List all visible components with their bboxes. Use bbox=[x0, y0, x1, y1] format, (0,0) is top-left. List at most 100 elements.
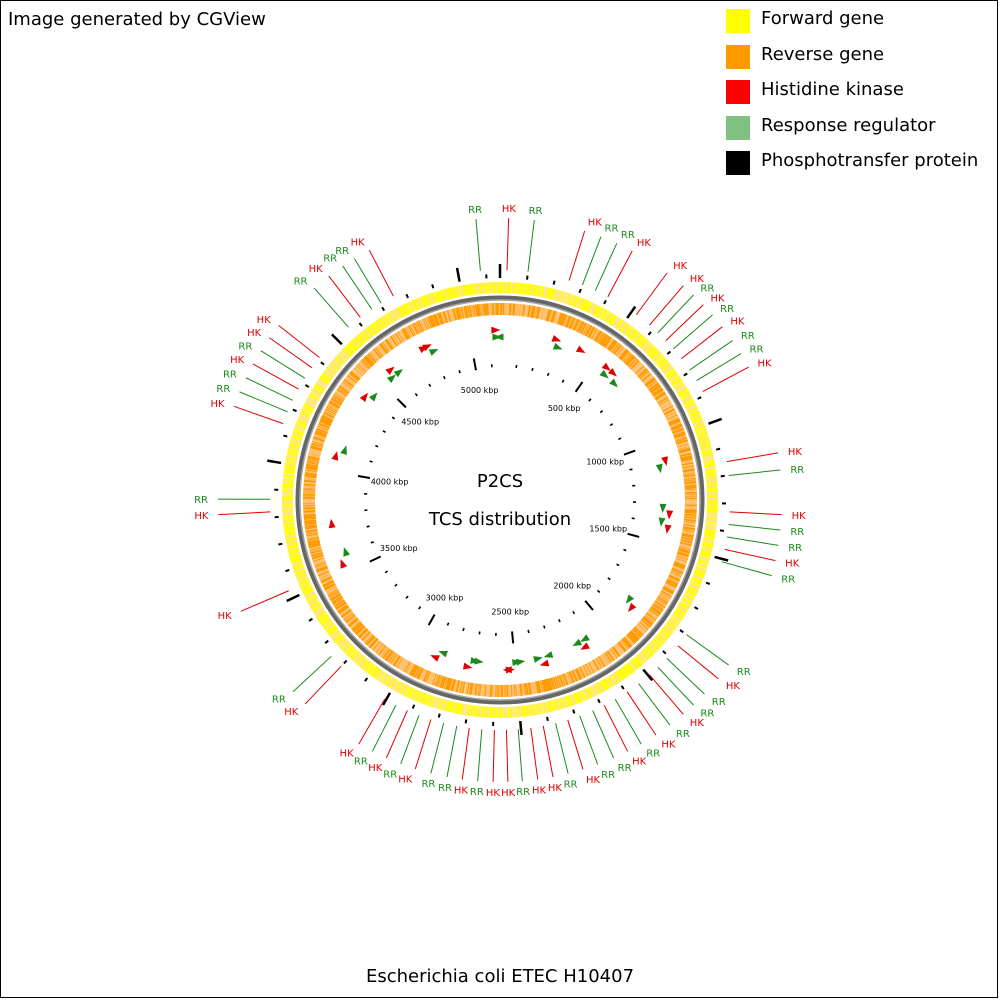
reverse-gene-mark bbox=[303, 507, 316, 510]
reverse-gene-mark bbox=[485, 684, 488, 697]
reverse-gene-mark bbox=[676, 441, 689, 446]
ruler-tick bbox=[428, 383, 432, 387]
reverse-gene-mark bbox=[360, 630, 371, 641]
reverse-gene-mark bbox=[671, 426, 684, 433]
reverse-gene-mark bbox=[660, 591, 672, 599]
forward-gene-mark bbox=[618, 321, 626, 332]
forward-gene-mark bbox=[456, 286, 461, 298]
forward-gene-mark bbox=[643, 343, 653, 353]
forward-gene-mark bbox=[483, 282, 487, 294]
forward-gene-mark bbox=[706, 484, 718, 487]
reverse-gene-mark bbox=[681, 463, 694, 467]
reverse-gene-mark bbox=[530, 682, 534, 695]
forward-gene-mark bbox=[548, 700, 553, 712]
forward-gene-mark bbox=[304, 403, 315, 410]
reverse-gene-mark bbox=[311, 554, 324, 559]
forward-gene-mark bbox=[586, 687, 593, 699]
response-regulator-marker bbox=[386, 374, 396, 384]
forward-gene-mark bbox=[670, 375, 680, 384]
reverse-gene-mark bbox=[562, 314, 568, 327]
reverse-gene-mark bbox=[680, 539, 693, 544]
forward-gene-mark bbox=[363, 661, 372, 671]
histidine-kinase-marker bbox=[328, 518, 336, 529]
reverse-gene-mark bbox=[521, 683, 525, 696]
reverse-gene-mark bbox=[315, 565, 328, 572]
callout-leader bbox=[252, 363, 299, 390]
forward-gene-mark bbox=[379, 672, 387, 683]
reverse-gene-mark bbox=[522, 683, 525, 696]
reverse-gene-mark bbox=[362, 632, 372, 642]
forward-gene-mark bbox=[286, 539, 298, 543]
callout-leader bbox=[689, 340, 733, 371]
reverse-gene-mark bbox=[326, 404, 338, 412]
ruler-tick bbox=[546, 372, 550, 377]
forward-gene-mark bbox=[672, 612, 683, 620]
reverse-gene-mark bbox=[414, 322, 421, 334]
forward-gene-mark bbox=[328, 364, 339, 373]
forward-gene-mark bbox=[627, 662, 636, 672]
forward-gene-mark bbox=[441, 289, 446, 301]
forward-gene-mark bbox=[407, 687, 414, 699]
forward-gene-mark bbox=[659, 361, 670, 370]
forward-gene-mark bbox=[482, 706, 485, 718]
reverse-gene-mark bbox=[351, 369, 362, 379]
reverse-gene-mark bbox=[683, 521, 696, 524]
forward-gene-mark bbox=[366, 663, 375, 674]
reverse-gene-mark bbox=[366, 635, 376, 646]
reverse-gene-mark bbox=[304, 522, 317, 526]
forward-gene-mark bbox=[430, 293, 435, 304]
forward-gene-mark bbox=[665, 623, 675, 632]
reverse-gene-mark bbox=[342, 610, 353, 619]
reverse-gene-mark bbox=[516, 303, 520, 316]
ruler-tick bbox=[574, 381, 584, 393]
reverse-gene-mark bbox=[601, 653, 610, 665]
forward-gene-mark bbox=[706, 485, 718, 488]
forward-gene-mark bbox=[301, 407, 313, 414]
histidine-kinase-marker bbox=[491, 326, 501, 334]
reverse-gene-mark bbox=[586, 663, 593, 675]
reverse-gene-mark bbox=[325, 408, 337, 415]
forward-gene-mark bbox=[600, 309, 607, 320]
ruler-tick bbox=[369, 555, 382, 563]
forward-gene-mark bbox=[323, 621, 334, 630]
ruler-label: 4500 kbp bbox=[401, 417, 439, 426]
reverse-gene-mark bbox=[682, 467, 695, 471]
reverse-gene-mark bbox=[539, 307, 544, 320]
reverse-gene-mark bbox=[644, 614, 655, 624]
forward-gene-mark bbox=[283, 522, 295, 526]
forward-gene-mark bbox=[377, 318, 386, 329]
forward-gene-mark bbox=[705, 472, 717, 476]
forward-gene-mark bbox=[685, 402, 696, 409]
forward-gene-mark bbox=[453, 702, 457, 714]
forward-gene-mark bbox=[678, 604, 689, 611]
forward-gene-mark bbox=[461, 703, 465, 715]
forward-gene-mark bbox=[686, 587, 698, 594]
forward-gene-mark bbox=[282, 510, 294, 513]
reverse-gene-mark bbox=[379, 646, 389, 658]
reverse-gene-mark bbox=[684, 508, 697, 510]
reverse-gene-mark bbox=[525, 683, 529, 696]
forward-gene-mark bbox=[702, 542, 714, 546]
reverse-gene-mark bbox=[320, 575, 332, 582]
reverse-gene-mark bbox=[329, 591, 341, 600]
outer-tick bbox=[320, 361, 325, 366]
organism-name: Escherichia coli ETEC H10407 bbox=[365, 966, 635, 987]
forward-gene-mark bbox=[321, 373, 332, 381]
reverse-gene-mark bbox=[592, 659, 600, 671]
callout-label: RR bbox=[741, 331, 755, 342]
forward-gene-mark bbox=[325, 367, 336, 376]
reverse-gene-mark bbox=[621, 638, 631, 649]
reverse-gene-mark bbox=[363, 633, 373, 643]
forward-gene-mark bbox=[632, 658, 641, 668]
reverse-gene-mark bbox=[632, 362, 642, 372]
reverse-gene-mark bbox=[466, 682, 470, 695]
reverse-gene-mark bbox=[393, 333, 401, 345]
callout-label: RR bbox=[788, 543, 802, 554]
forward-gene-mark bbox=[486, 282, 489, 294]
reverse-gene-mark bbox=[611, 342, 620, 354]
forward-gene-mark bbox=[480, 282, 483, 294]
reverse-gene-mark bbox=[381, 341, 391, 352]
forward-gene-mark bbox=[653, 353, 663, 363]
forward-gene-mark bbox=[326, 366, 337, 375]
forward-gene-mark bbox=[517, 282, 520, 294]
